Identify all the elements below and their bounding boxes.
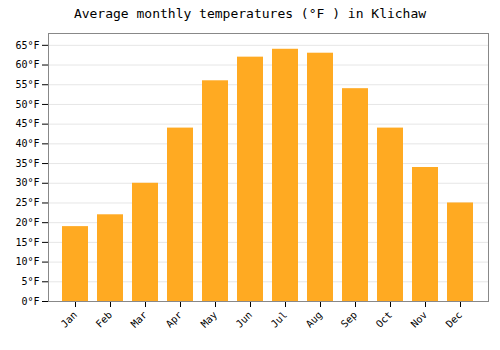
svg-text:35°F: 35°F	[15, 158, 39, 169]
svg-text:5°F: 5°F	[21, 276, 39, 287]
svg-text:55°F: 55°F	[15, 79, 39, 90]
svg-text:Jan: Jan	[59, 309, 80, 330]
svg-text:0°F: 0°F	[21, 296, 39, 307]
svg-text:30°F: 30°F	[15, 177, 39, 188]
svg-text:Dec: Dec	[444, 309, 465, 330]
svg-text:10°F: 10°F	[15, 256, 39, 267]
svg-text:Mar: Mar	[129, 309, 150, 330]
svg-text:May: May	[199, 309, 220, 330]
svg-text:Feb: Feb	[94, 309, 115, 330]
svg-text:Jun: Jun	[234, 309, 255, 330]
html-text:Average monthly temperatures (: Average monthly temperatures (°F ) in Kl…	[73, 6, 427, 21]
svg-text:Sep: Sep	[339, 309, 360, 330]
svg-text:Nov: Nov	[409, 309, 430, 330]
svg-text:Oct: Oct	[374, 309, 395, 330]
svg-text:20°F: 20°F	[15, 217, 39, 228]
svg-text:Aug: Aug	[304, 309, 325, 330]
svg-text:15°F: 15°F	[15, 237, 39, 248]
svg-text:45°F: 45°F	[15, 118, 39, 129]
svg-text:65°F: 65°F	[15, 40, 39, 51]
svg-text:50°F: 50°F	[15, 99, 39, 110]
svg-text:25°F: 25°F	[15, 197, 39, 208]
svg-text:Apr: Apr	[164, 309, 185, 330]
svg-text:60°F: 60°F	[15, 59, 39, 70]
svg-text:Jul: Jul	[269, 309, 290, 330]
svg-text:40°F: 40°F	[15, 138, 39, 149]
